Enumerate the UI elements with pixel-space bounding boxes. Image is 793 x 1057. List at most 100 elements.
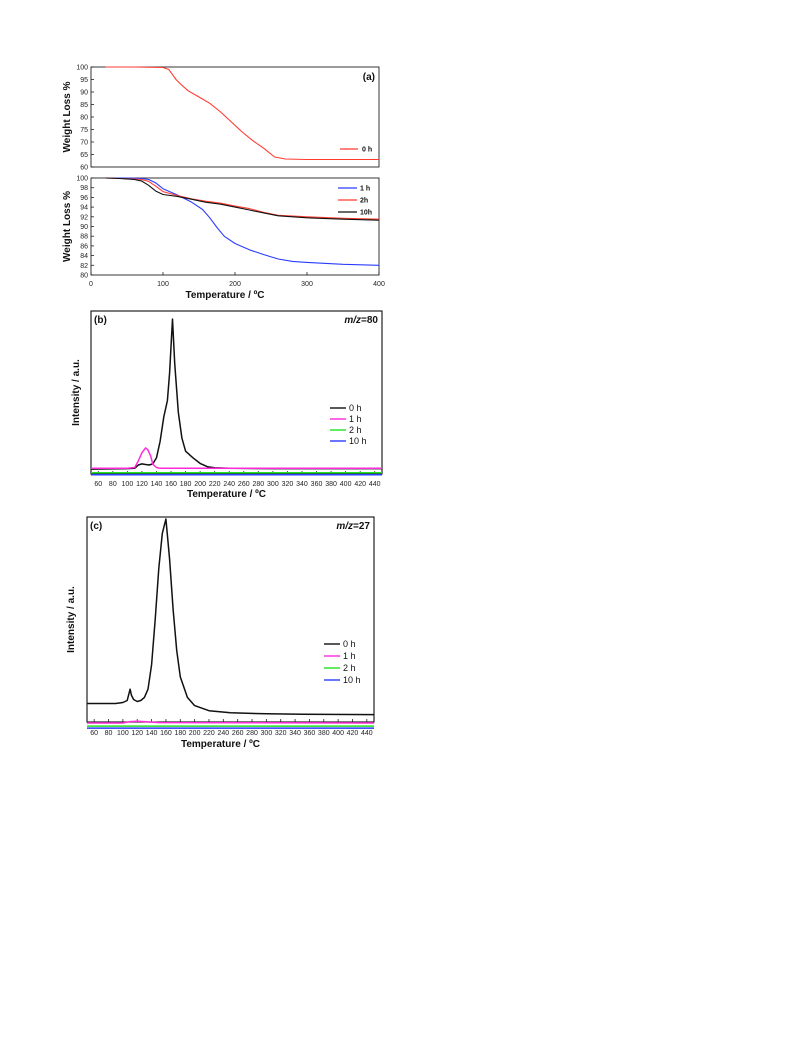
y-tick-label: 60 [80,165,88,172]
y-tick-label: 90 [80,90,88,97]
y-tick-label: 80 [80,273,88,280]
x-axis-label: Temperature / ºC [187,489,266,500]
x-tick-label: 300 [267,481,279,488]
chart-panel-3: 60 80 100 120 140 160 180 200 220 240 260 280 300 320… [71,310,383,500]
plot-frame [90,177,380,276]
x-tick-label: 280 [246,730,258,737]
x-tick-label: 340 [296,481,308,488]
legend-label: 1 h [360,186,370,193]
legend-label: 2 h [343,663,356,673]
series-line [105,177,380,221]
x-tick-label: 440 [369,481,381,488]
y-tick-label: 100 [76,176,88,183]
y-tick-label: 92 [80,214,88,221]
x-tick-label: 220 [209,481,221,488]
panel-label: (c) [90,521,102,532]
legend-label: 10 h [349,436,367,446]
x-tick-label: 200 [194,481,206,488]
panel-label: (b) [94,315,107,326]
x-tick-label: 420 [347,730,359,737]
mz-annotation: m/z=27 [336,521,370,532]
y-tick-label: 75 [80,127,88,134]
x-tick-label: 100 [117,730,129,737]
legend-label: 0 h [362,147,372,154]
x-tick-label: 100 [157,281,169,288]
legend-label: 0 h [349,403,362,413]
x-tick-label: 220 [203,730,215,737]
series-line [91,447,382,470]
panel-label: (a) [363,72,375,83]
y-tick-label: 80 [80,115,88,122]
x-tick-label: 180 [174,730,186,737]
x-tick-label: 380 [325,481,337,488]
legend-label: 10h [360,210,372,217]
chart-panel-2: 100 98 96 94 92 90 88 86 84 82 800 100 200 300 400 Weig… [62,176,385,302]
y-tick-label: 82 [80,263,88,270]
series-line [105,177,380,220]
y-tick-label: 65 [80,152,88,159]
y-tick-label: 85 [80,102,88,109]
x-tick-label: 300 [301,281,313,288]
legend-label: 1 h [343,651,356,661]
y-tick-label: 95 [80,77,88,84]
x-tick-label: 360 [311,481,323,488]
x-tick-label: 240 [223,481,235,488]
chart-panel-1: 100 95 90 85 80 75 70 65 60 Weight Loss % (a) 0 h [62,65,380,172]
series-line [90,318,382,470]
legend-label: 1 h [349,414,362,424]
x-tick-label: 380 [318,730,330,737]
x-tick-label: 140 [146,730,158,737]
x-tick-label: 300 [261,730,273,737]
x-tick-label: 400 [332,730,344,737]
x-tick-label: 400 [340,481,352,488]
x-tick-label: 260 [238,481,250,488]
y-axis-label: Weight Loss % [62,191,73,262]
x-tick-label: 140 [151,481,163,488]
series-line [87,518,375,716]
series-line [87,720,375,724]
x-tick-label: 120 [131,730,143,737]
legend-label: 10 h [343,675,361,685]
y-tick-label: 70 [80,140,88,147]
y-tick-label: 88 [80,234,88,241]
x-tick-label: 120 [136,481,148,488]
x-tick-label: 260 [232,730,244,737]
x-tick-label: 340 [289,730,301,737]
x-tick-label: 400 [373,281,385,288]
x-axis-label: Temperature / ºC [185,290,264,301]
y-axis-label: Weight Loss % [62,81,73,152]
plot-frame [90,66,380,168]
x-tick-label: 80 [105,730,113,737]
x-tick-label: 100 [122,481,134,488]
y-tick-label: 84 [80,253,88,260]
x-tick-label: 320 [282,481,294,488]
plot-frame [90,310,383,475]
x-tick-label: 360 [304,730,316,737]
y-tick-label: 94 [80,205,88,212]
x-tick-label: 80 [109,481,117,488]
x-tick-label: 60 [90,730,98,737]
chart-panel-4: 60 80 100 120 140 160 180 200 220 240 260 280 300 320… [66,516,375,750]
y-tick-label: 98 [80,185,88,192]
x-tick-label: 280 [252,481,264,488]
x-tick-label: 60 [94,481,102,488]
y-tick-label: 96 [80,195,88,202]
series-line [105,177,380,266]
series-line [105,66,379,161]
x-tick-label: 0 [89,281,93,288]
x-tick-label: 320 [275,730,287,737]
x-tick-label: 160 [165,481,177,488]
x-tick-label: 180 [180,481,192,488]
x-tick-label: 240 [217,730,229,737]
x-tick-label: 440 [361,730,373,737]
x-tick-label: 200 [229,281,241,288]
y-tick-label: 90 [80,224,88,231]
y-tick-label: 100 [76,65,88,72]
x-tick-label: 420 [354,481,366,488]
y-axis-label: Intensity / a.u. [66,586,77,653]
y-axis-label: Intensity / a.u. [71,359,82,426]
legend-label: 0 h [343,639,356,649]
mz-annotation: m/z=80 [344,315,378,326]
legend-label: 2 h [349,425,362,435]
